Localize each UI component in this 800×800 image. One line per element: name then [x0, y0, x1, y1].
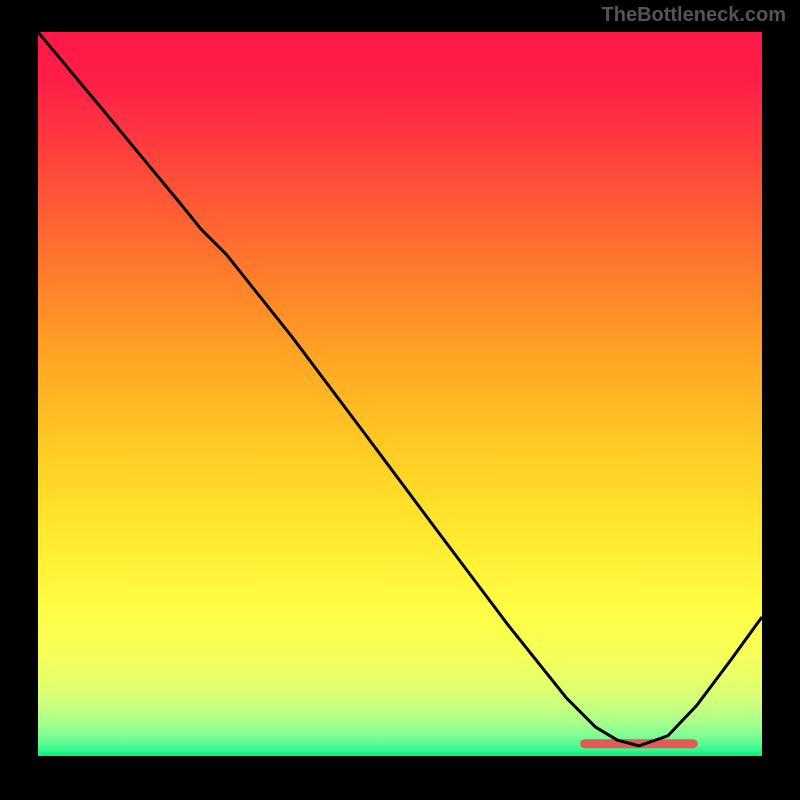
- curve-overlay: [38, 32, 762, 756]
- bottleneck-curve: [38, 32, 762, 746]
- watermark-text: TheBottleneck.com: [602, 4, 786, 27]
- plot-area: [38, 32, 762, 756]
- figure-canvas: TheBottleneck.com: [0, 0, 800, 800]
